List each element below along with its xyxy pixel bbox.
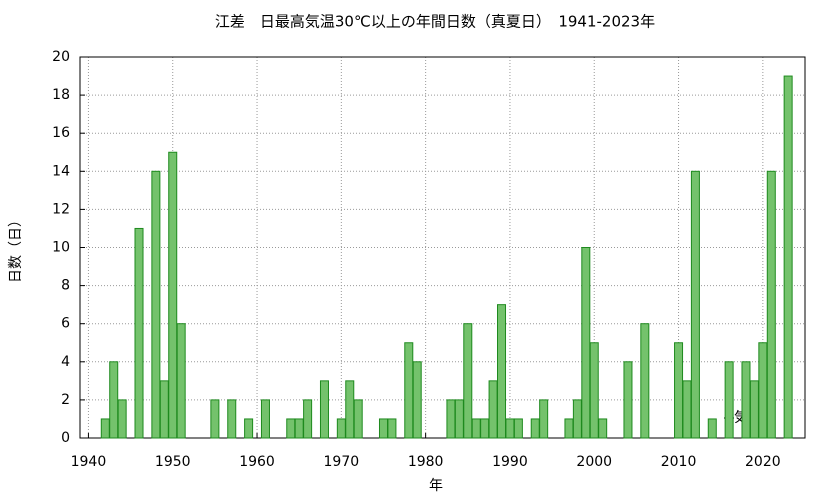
x-tick-label: 2000 <box>576 454 612 470</box>
bar <box>707 418 717 439</box>
x-tick-label: 1980 <box>408 454 444 470</box>
y-tick-label: 20 <box>52 49 70 65</box>
chart-title: 江差 日最高気温30℃以上の年間日数（真夏日） 1941-2023年 <box>215 13 655 31</box>
bar <box>488 380 498 439</box>
bar <box>454 399 464 439</box>
y-tick-label: 12 <box>52 201 70 217</box>
bar <box>539 399 549 439</box>
bar <box>227 399 237 439</box>
bar <box>623 361 633 439</box>
x-tick-label: 1960 <box>239 454 275 470</box>
bar <box>749 380 759 439</box>
bar <box>134 227 144 439</box>
x-tick-label: 2010 <box>661 454 697 470</box>
bar <box>598 418 608 439</box>
x-tick-label: 1950 <box>155 454 191 470</box>
bar <box>513 418 523 439</box>
bar <box>109 361 119 439</box>
bar <box>260 399 270 439</box>
bar <box>294 418 304 439</box>
bar <box>572 399 582 439</box>
y-tick-label: 4 <box>61 354 70 370</box>
x-axis-label: 年 <box>429 478 443 494</box>
bar <box>319 380 329 439</box>
bar <box>463 323 473 439</box>
bar <box>581 247 591 439</box>
bar <box>674 342 684 439</box>
x-tick-label: 1940 <box>71 454 107 470</box>
y-tick-label: 16 <box>52 125 70 141</box>
bar <box>640 323 650 439</box>
y-tick-label: 6 <box>61 316 70 332</box>
y-tick-label: 10 <box>52 240 70 256</box>
bar <box>345 380 355 439</box>
y-tick-label: 0 <box>61 430 70 446</box>
bar <box>404 342 414 439</box>
bar <box>741 361 751 439</box>
bar <box>353 399 363 439</box>
x-tick-label: 1970 <box>324 454 360 470</box>
bar <box>530 418 540 439</box>
y-tick-label: 18 <box>52 87 70 103</box>
bar <box>446 399 456 439</box>
bar <box>387 418 397 439</box>
bar <box>151 170 161 439</box>
y-axis-label: 日数（日） <box>8 213 24 283</box>
bar <box>168 151 178 439</box>
bar <box>210 399 220 439</box>
bar <box>783 75 793 439</box>
bar <box>336 418 346 439</box>
bar <box>766 170 776 439</box>
x-tick-label: 1990 <box>492 454 528 470</box>
y-tick-label: 8 <box>61 278 70 294</box>
bar <box>100 418 110 439</box>
bar <box>412 361 422 439</box>
y-tick-label: 14 <box>52 163 70 179</box>
bar <box>724 361 734 439</box>
x-tick-label: 2020 <box>745 454 781 470</box>
bar <box>244 418 254 439</box>
bar <box>497 304 507 439</box>
bar <box>117 399 127 439</box>
bar <box>176 323 186 439</box>
bar <box>303 399 313 439</box>
bar <box>758 342 768 439</box>
bar <box>378 418 388 439</box>
bar <box>480 418 490 439</box>
bar <box>286 418 296 439</box>
bar <box>690 170 700 439</box>
bar <box>682 380 692 439</box>
bar <box>159 380 169 439</box>
bar <box>589 342 599 439</box>
y-tick-label: 2 <box>61 392 70 408</box>
bar <box>505 418 515 439</box>
bar <box>471 418 481 439</box>
bar <box>564 418 574 439</box>
